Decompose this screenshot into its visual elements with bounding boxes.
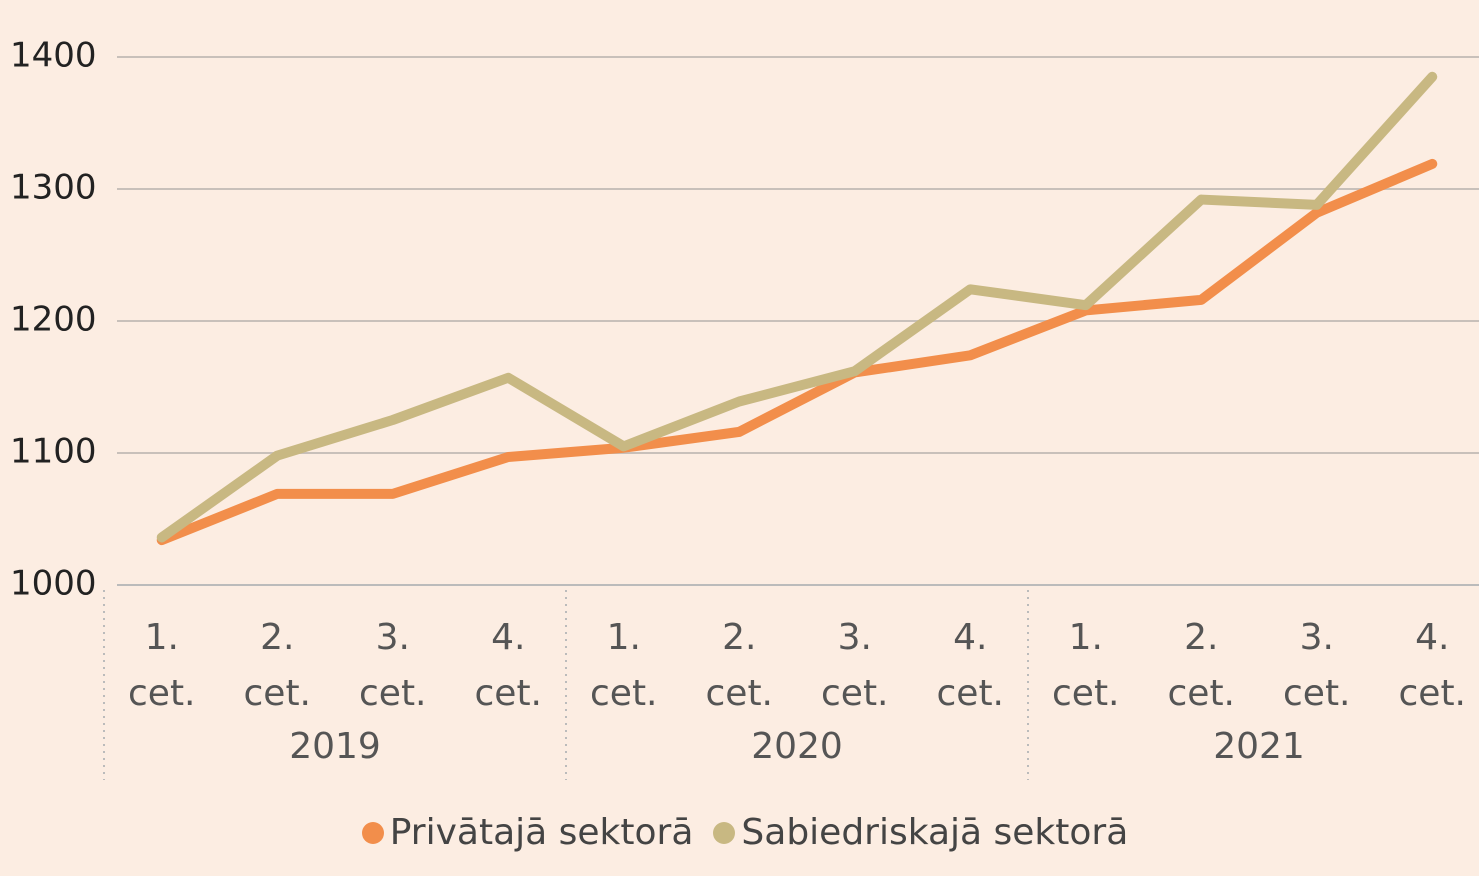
x-tick-label: 1. cet. <box>1052 617 1120 714</box>
legend-label: Sabiedriskajā sektorā <box>741 812 1129 853</box>
x-tick-label: 4. cet. <box>936 617 1005 714</box>
x-tick-label: 4. cet. <box>474 617 543 714</box>
legend: Privātajā sektorā Sabiedriskajā sektorā <box>0 812 1479 853</box>
legend-marker <box>713 821 736 844</box>
y-tick-label: 1400 <box>10 36 97 76</box>
y-tick-label: 1300 <box>10 168 97 208</box>
x-tick-label: 2. cet. <box>705 617 774 714</box>
y-tick-label: 1100 <box>10 432 97 472</box>
x-group-label: 2019 <box>289 726 381 767</box>
x-tick-label: 3. cet. <box>359 617 427 714</box>
x-tick-label: 3. cet. <box>821 617 889 714</box>
y-tick-label: 1000 <box>10 564 97 604</box>
x-group-label: 2020 <box>751 726 843 767</box>
x-group-label: 2021 <box>1213 726 1305 767</box>
series-line <box>156 71 1438 543</box>
legend-marker <box>361 821 384 844</box>
x-tick-label: 2. cet. <box>243 617 312 714</box>
x-tick-label: 3. cet. <box>1283 617 1351 714</box>
legend-item: Privātajā sektorā <box>361 812 694 853</box>
y-tick-label: 1200 <box>10 300 97 340</box>
series-line <box>156 158 1438 546</box>
legend-label: Privātajā sektorā <box>389 812 694 853</box>
x-tick-label: 1. cet. <box>590 617 658 714</box>
x-tick-label: 2. cet. <box>1167 617 1236 714</box>
legend-item: Sabiedriskajā sektorā <box>713 812 1128 853</box>
x-tick-label: 1. cet. <box>128 617 196 714</box>
x-tick-label: 4. cet. <box>1398 617 1467 714</box>
